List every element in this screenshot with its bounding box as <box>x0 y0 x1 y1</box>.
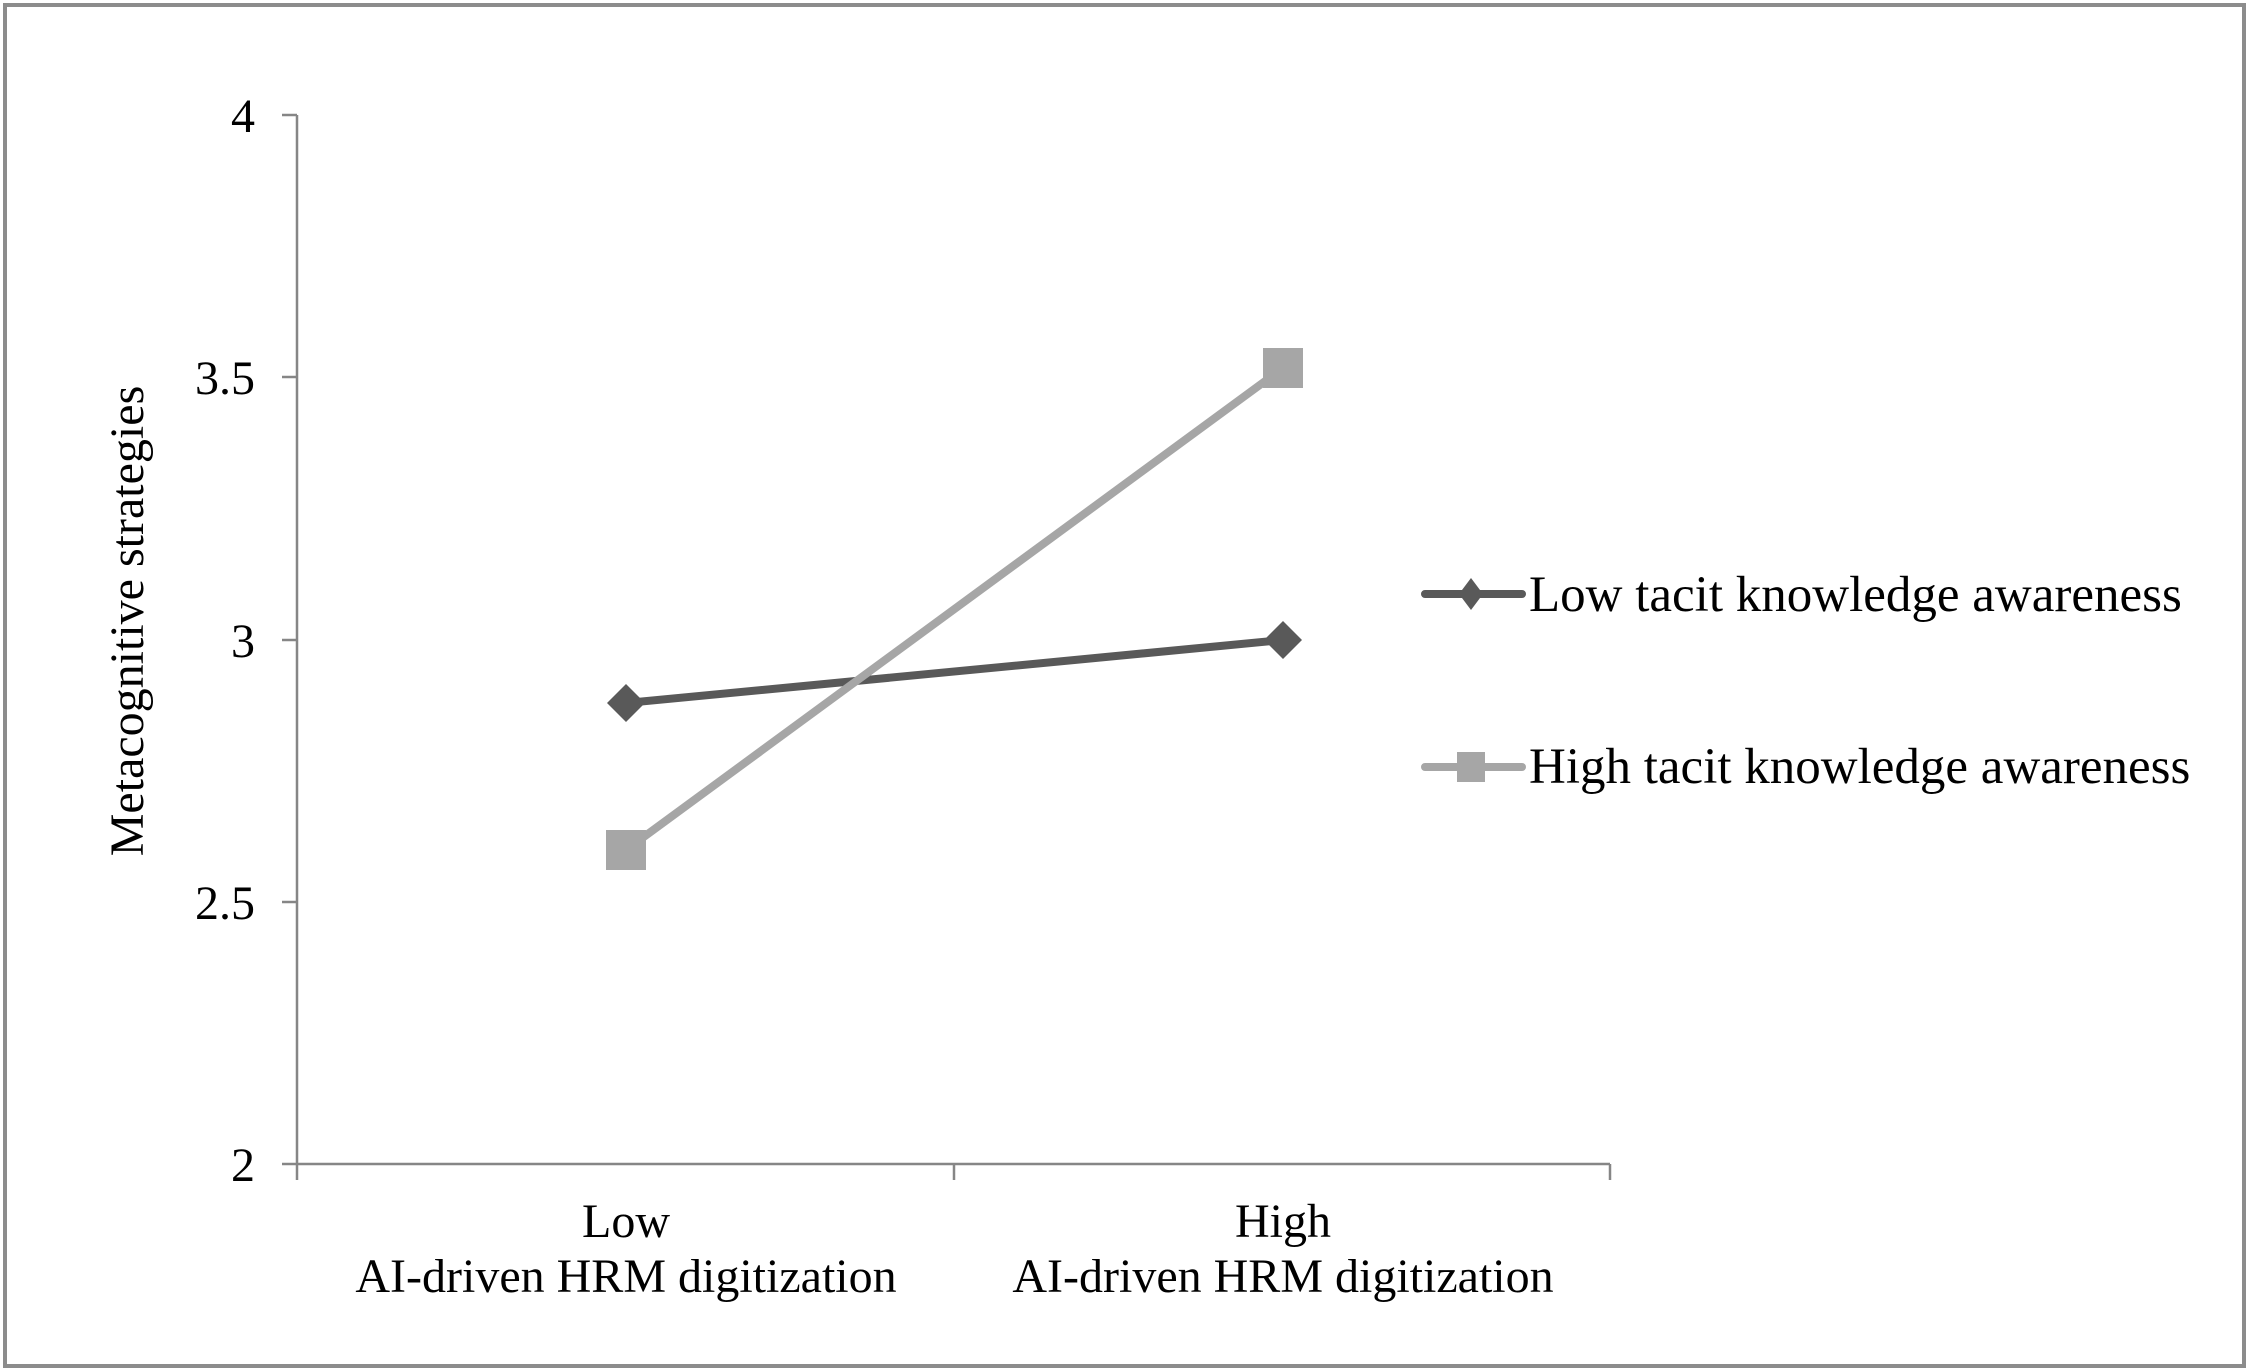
x-tick-labels: Low AI-driven HRM digitization High AI-d… <box>355 1195 1553 1303</box>
diamond-marker <box>1264 621 1302 659</box>
legend-label: Low tacit knowledge awareness <box>1529 567 2182 623</box>
diamond-icon <box>1459 578 1483 610</box>
x-axis <box>295 1162 1612 1180</box>
square-icon <box>1457 752 1485 782</box>
y-tick-label: 3.5 <box>195 352 255 405</box>
series-high-tacit <box>606 348 1303 870</box>
y-axis <box>282 113 299 1166</box>
chart-frame <box>3 3 2246 1368</box>
x-category-label-high-line2: AI-driven HRM digitization <box>1012 1250 1553 1303</box>
legend-item-high-tacit[interactable]: High tacit knowledge awareness <box>1421 739 2190 795</box>
y-axis-title: Metacognitive strategies <box>101 386 154 857</box>
x-category-label-low-line2: AI-driven HRM digitization <box>355 1250 896 1303</box>
y-tick-labels: 4 3.5 3 2.5 2 <box>195 90 255 1192</box>
y-tick-label: 2.5 <box>195 877 255 930</box>
square-marker <box>606 830 646 870</box>
legend-item-low-tacit[interactable]: Low tacit knowledge awareness <box>1421 567 2182 623</box>
diamond-marker <box>607 684 645 722</box>
x-category-label-high-line1: High <box>1235 1195 1331 1248</box>
series-low-tacit <box>607 621 1302 722</box>
square-marker <box>1263 348 1303 388</box>
y-tick-label: 3 <box>231 615 255 668</box>
y-tick-label: 4 <box>231 90 255 143</box>
legend: Low tacit knowledge awareness High tacit… <box>1421 567 2190 795</box>
x-category-label-low-line1: Low <box>582 1195 670 1248</box>
y-tick-label: 2 <box>231 1139 255 1192</box>
legend-label: High tacit knowledge awareness <box>1529 739 2190 795</box>
